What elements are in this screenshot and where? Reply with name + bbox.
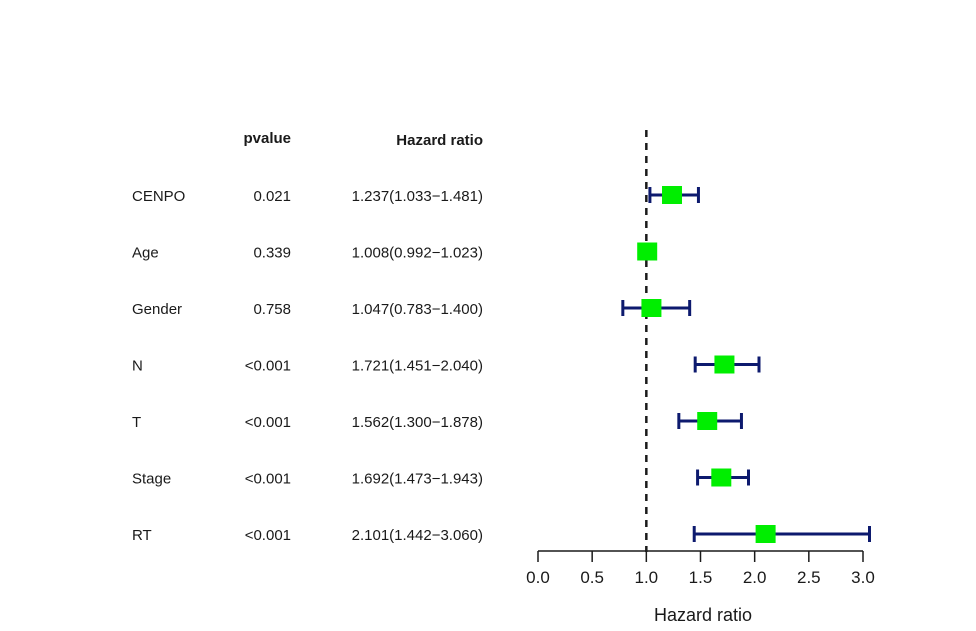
row-label: T [132, 414, 141, 431]
x-tick-label: 0.0 [526, 568, 550, 587]
hazard-ratio-box [641, 299, 662, 317]
forest-rows: CENPO 0.021 1.237(1.033−1.481) Age 0.339 1.00… [132, 130, 871, 552]
row-hazard-ratio: 2.101(1.442−3.060) [352, 527, 483, 544]
forest-row: Gender 0.758 1.047(0.783−1.400) [132, 299, 692, 318]
forest-row: N <0.001 1.721(1.451−2.040) [132, 355, 761, 375]
row-pvalue: <0.001 [245, 414, 291, 431]
row-label: Age [132, 245, 159, 262]
row-pvalue: <0.001 [245, 527, 291, 544]
forest-row: CENPO 0.021 1.237(1.033−1.481) [132, 186, 700, 205]
hazard-ratio-box [637, 242, 658, 261]
hazard-ratio-box [711, 468, 732, 487]
row-pvalue: 0.021 [253, 188, 291, 205]
forest-row: T <0.001 1.562(1.300−1.878) [132, 412, 743, 431]
hazard-ratio-box [755, 525, 776, 543]
row-hazard-ratio: 1.692(1.473−1.943) [352, 471, 483, 488]
x-tick-label: 3.0 [851, 568, 875, 587]
forest-row: Stage <0.001 1.692(1.473−1.943) [132, 468, 750, 488]
row-hazard-ratio: 1.047(0.783−1.400) [352, 301, 483, 318]
row-pvalue: 0.339 [253, 245, 291, 262]
row-pvalue: <0.001 [245, 471, 291, 488]
hazard-ratio-box [662, 186, 683, 204]
row-hazard-ratio: 1.562(1.300−1.878) [352, 414, 483, 431]
hazard-ratio-header: Hazard ratio [396, 132, 483, 149]
row-label: Gender [132, 301, 182, 318]
x-tick-label: 2.0 [743, 568, 767, 587]
row-hazard-ratio: 1.237(1.033−1.481) [352, 188, 483, 205]
x-tick-label: 1.5 [689, 568, 713, 587]
pvalue-header: pvalue [243, 130, 291, 147]
x-tick-label: 2.5 [797, 568, 821, 587]
row-label: Stage [132, 471, 171, 488]
row-hazard-ratio: 1.008(0.992−1.023) [352, 245, 483, 262]
x-axis: 0.0 0.5 1.0 1.5 2.0 2.5 3.0 [526, 550, 875, 587]
hazard-ratio-box [714, 355, 735, 374]
row-label: N [132, 358, 143, 375]
hazard-ratio-box [697, 412, 718, 430]
row-label: CENPO [132, 188, 185, 205]
x-tick-label: 0.5 [580, 568, 604, 587]
x-tick-label: 1.0 [635, 568, 659, 587]
x-axis-label: Hazard ratio [654, 605, 752, 625]
row-pvalue: 0.758 [253, 301, 291, 318]
forest-row: Age 0.339 1.008(0.992−1.023) [132, 242, 658, 262]
row-label: RT [132, 527, 152, 544]
row-hazard-ratio: 1.721(1.451−2.040) [352, 358, 483, 375]
row-pvalue: <0.001 [245, 358, 291, 375]
forest-row: RT <0.001 2.101(1.442−3.060) [132, 525, 871, 544]
